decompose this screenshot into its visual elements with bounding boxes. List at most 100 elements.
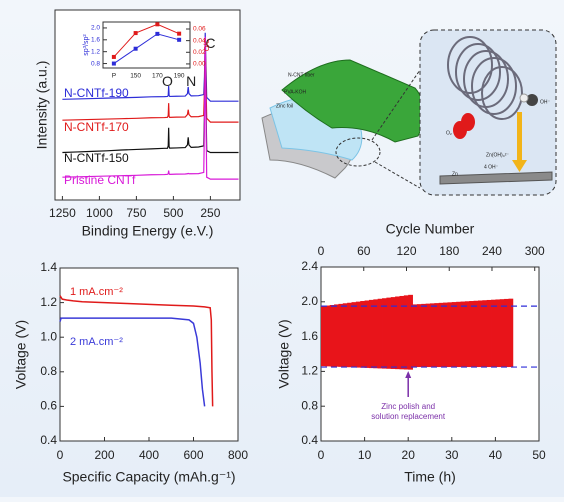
y-tick-label: 2.4 <box>301 259 318 273</box>
voltage-range <box>486 299 492 368</box>
voltage-range <box>469 301 474 368</box>
y-axis-title: Intensity (a.u.) <box>34 61 50 150</box>
schematic-label: Zn <box>452 171 458 177</box>
voltage-range <box>342 303 348 368</box>
voltage-range <box>408 294 413 370</box>
oxygen-atom <box>461 113 475 131</box>
y-tick-label: 0.4 <box>301 433 318 447</box>
arrow-head <box>512 160 527 172</box>
x-tick-label: 30 <box>445 448 459 462</box>
schematic-label: O₂ <box>446 130 452 136</box>
x-tick-label: 500 <box>163 206 183 220</box>
x-axis-title: Specific Capacity (mAh.g⁻¹) <box>62 469 235 485</box>
x-axis-title: Binding Energy (e.V.) <box>82 223 214 239</box>
voltage-range <box>491 299 496 368</box>
x-tick-label: P <box>112 73 116 80</box>
voltage-range <box>368 299 374 369</box>
x-tick-label: 800 <box>228 448 248 462</box>
voltage-range <box>386 297 392 369</box>
voltage-range <box>338 303 344 367</box>
y-tick-label: 1.6 <box>91 37 100 44</box>
voltage-range <box>334 304 339 367</box>
voltage-range <box>416 304 422 368</box>
voltage-range <box>504 298 509 368</box>
marker <box>177 37 182 42</box>
voltage-range <box>443 302 448 368</box>
x-tick-label: 170 <box>152 73 163 80</box>
voltage-range <box>425 303 431 368</box>
voltage-range <box>464 301 470 368</box>
voltage-range <box>321 306 326 367</box>
series-label: N-CNTf-170 <box>64 120 129 134</box>
marker <box>177 31 182 36</box>
oh-ion <box>519 93 529 103</box>
zoom-circle <box>335 137 381 167</box>
oh-ion <box>526 94 538 106</box>
x-tick-label: 0 <box>318 448 325 462</box>
voltage-range <box>360 301 365 368</box>
x-tick-label: 750 <box>126 206 146 220</box>
x2-tick-label: 120 <box>396 244 416 258</box>
zoom-line <box>371 69 421 141</box>
x2-tick-label: 240 <box>482 244 502 258</box>
y-tick-label: 1.2 <box>301 364 318 378</box>
voltage-range <box>456 301 461 368</box>
marker <box>133 31 138 36</box>
y-tick-label: 1.2 <box>91 48 100 55</box>
voltage-range <box>377 298 383 369</box>
series-line <box>62 32 239 102</box>
x-tick-label: 1250 <box>49 206 76 220</box>
x2-axis-title: Cycle Number <box>386 221 475 237</box>
annotation-arrowhead <box>405 371 412 378</box>
schematic-label: Zn(OH)₄²⁻ <box>486 152 509 158</box>
series-line <box>62 47 239 154</box>
series-label: 1 mA.cm⁻² <box>70 286 123 298</box>
voltage-range <box>508 298 514 368</box>
schematic-label: N-CNT fiber <box>288 72 315 78</box>
marker <box>111 61 116 66</box>
series-line <box>62 36 239 180</box>
schematic: N-CNT fiber PVA-KOH Zinc foil O₂ OH⁻ Zn(… <box>261 29 557 196</box>
x-tick-label: 600 <box>183 448 203 462</box>
annotation: C <box>205 35 215 51</box>
voltage-range <box>460 301 466 368</box>
voltage-range <box>451 302 457 368</box>
annotation: N <box>186 73 196 89</box>
voltage-range <box>499 299 505 368</box>
series-line <box>113 23 180 58</box>
x-axis-title: Time (h) <box>404 469 456 485</box>
y-axis-title: Voltage (V) <box>276 319 292 388</box>
y-tick-label: 0.8 <box>91 60 100 67</box>
y-tick-label: 0.8 <box>40 364 57 378</box>
x-tick-label: 150 <box>130 73 141 80</box>
voltage-range <box>399 295 405 370</box>
y2-tick-label: 0.00 <box>193 61 206 68</box>
y-tick-label: 1.0 <box>40 329 57 343</box>
schematic-label: Zinc foil <box>276 103 293 109</box>
y-tick-label: 0.8 <box>301 398 318 412</box>
voltage-range <box>329 305 335 367</box>
series-line <box>62 38 239 123</box>
annotation: solution replacement <box>371 412 446 421</box>
x2-tick-label: 0 <box>318 244 325 258</box>
y-tick-label: 1.4 <box>40 260 57 274</box>
y2-tick-label: 0.06 <box>193 26 206 33</box>
cnt-fiber <box>281 59 425 143</box>
annotation: O <box>162 73 173 89</box>
y-tick-label: 1.2 <box>40 295 57 309</box>
voltage-range <box>347 302 352 368</box>
y-axis-title: sp³/sp² <box>83 34 90 56</box>
voltage-range <box>430 303 435 368</box>
x2-tick-label: 180 <box>439 244 459 258</box>
x-tick-label: 190 <box>174 73 185 80</box>
voltage-range <box>434 303 440 368</box>
x-tick-label: 10 <box>358 448 372 462</box>
voltage-range <box>395 296 400 370</box>
x-tick-label: 20 <box>402 448 416 462</box>
x-tick-label: 200 <box>94 448 114 462</box>
x-tick-label: 400 <box>139 448 159 462</box>
schematic-label: PVA-KOH <box>284 89 307 95</box>
x-tick-label: 40 <box>489 448 503 462</box>
